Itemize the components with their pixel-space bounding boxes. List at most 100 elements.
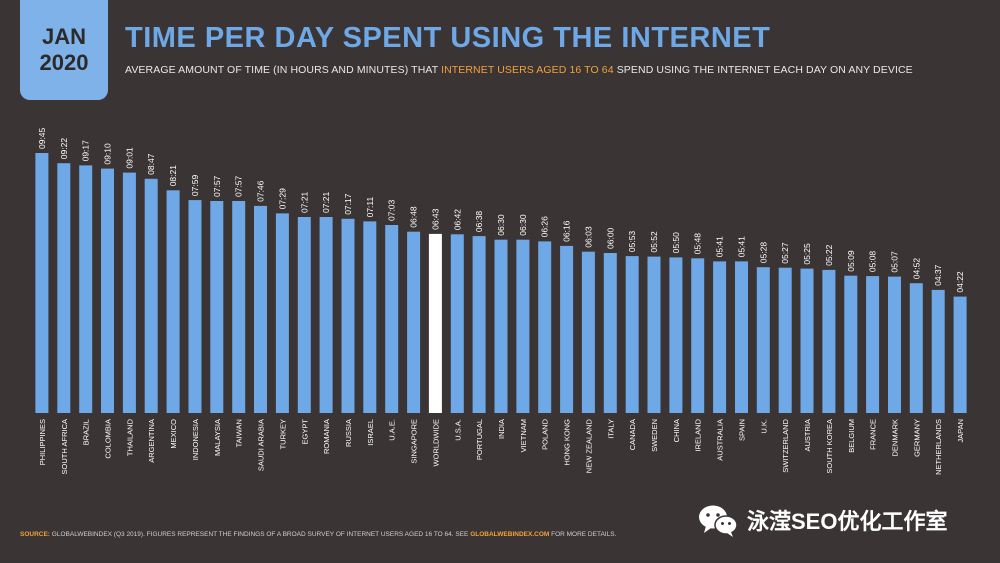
bar-u-k- (756, 267, 770, 413)
watermark: 泳滢SEO优化工作室 (697, 500, 947, 540)
value-label: 05:28 (758, 242, 768, 264)
category-label: FRANCE (869, 419, 878, 450)
value-label: 05:52 (649, 231, 659, 253)
source-text: GLOBALWEBINDEX (Q3 2019). FIGURES REPRES… (49, 531, 471, 538)
category-label: DENMARK (891, 419, 900, 457)
category-label: VIETNAM (519, 419, 528, 452)
value-label: 05:22 (824, 244, 834, 266)
value-label: 05:41 (737, 236, 747, 258)
value-label: 09:10 (103, 143, 113, 165)
category-label: TAIWAN (235, 419, 244, 447)
category-label: PHILIPPINES (38, 419, 47, 465)
bar-taiwan (232, 201, 246, 413)
chart-title: TIME PER DAY SPENT USING THE INTERNET (125, 22, 771, 54)
value-label: 04:52 (911, 258, 921, 280)
category-label: SINGAPORE (410, 419, 419, 464)
category-label: BELGIUM (847, 419, 856, 453)
bar-south-korea (822, 269, 836, 413)
category-label: NETHERLANDS (934, 419, 943, 475)
category-label: CHINA (672, 419, 681, 442)
bar-russia (341, 218, 355, 413)
bar-belgium (844, 275, 858, 413)
bar-turkey (275, 213, 289, 413)
value-label: 04:22 (955, 271, 965, 293)
value-label: 05:08 (868, 251, 878, 273)
category-label: EGYPT (300, 419, 309, 445)
bar-saudi-arabia (254, 205, 267, 413)
value-label: 06:43 (430, 208, 440, 230)
value-label: 07:03 (387, 199, 397, 221)
bar-philippines (35, 153, 49, 413)
category-label: ROMANIA (322, 419, 331, 454)
category-label: INDONESIA (191, 419, 200, 460)
category-label: GERMANY (912, 419, 921, 457)
value-label: 06:42 (452, 209, 462, 231)
value-label: 06:30 (496, 214, 506, 236)
source-end: FOR MORE DETAILS. (549, 531, 617, 538)
bar-portugal (472, 236, 486, 413)
value-label: 05:41 (715, 236, 725, 258)
bar-mexico (166, 190, 180, 413)
source-link[interactable]: GLOBALWEBINDEX.COM (470, 531, 550, 538)
value-label: 05:48 (693, 233, 703, 255)
value-label: 05:27 (780, 242, 790, 264)
category-label: THAILAND (125, 418, 134, 456)
category-label: POLAND (541, 418, 550, 449)
bar-poland (538, 241, 552, 413)
category-label: SPAIN (738, 419, 747, 441)
category-label: AUSTRALIA (716, 419, 725, 461)
bar-china (669, 257, 683, 413)
category-label: COLOMBIA (104, 419, 113, 459)
bar-indonesia (188, 200, 202, 413)
value-label: 07:21 (299, 191, 309, 213)
watermark-text: 泳滢SEO优化工作室 (747, 509, 948, 534)
bar-france (866, 276, 880, 413)
category-label: SOUTH KOREA (825, 419, 834, 474)
value-label: 09:22 (59, 138, 69, 160)
value-label: 07:17 (343, 193, 353, 215)
category-label: ITALY (606, 419, 615, 439)
value-label: 05:53 (627, 231, 637, 253)
category-label: SOUTH AFRICA (60, 419, 69, 474)
category-label: INDIA (497, 419, 506, 439)
value-label: 09:01 (124, 147, 134, 169)
category-label: U.S.A. (453, 419, 462, 441)
bar-australia (713, 261, 727, 413)
bar-new-zealand (581, 251, 595, 413)
wechat-icon (699, 505, 738, 537)
bar-germany (909, 283, 923, 413)
badge-year: 2020 (39, 50, 89, 75)
bar-singapore (407, 231, 421, 413)
bar-u-a-e- (385, 225, 399, 413)
bar-canada (625, 256, 639, 413)
date-badge: JAN 2020 (20, 0, 108, 100)
bar-malaysia (210, 201, 224, 413)
category-label: MALAYSIA (213, 419, 222, 456)
source-label: SOURCE: (20, 531, 50, 538)
value-label: 07:29 (277, 188, 287, 210)
subtitle-post: SPEND USING THE INTERNET EACH DAY ON ANY… (613, 64, 913, 76)
bar-denmark (888, 276, 901, 413)
bar-japan (953, 296, 967, 413)
category-label: PORTUGAL (475, 419, 484, 460)
value-label: 08:21 (168, 165, 178, 187)
value-label: 06:16 (562, 220, 572, 242)
value-label: 06:00 (605, 227, 615, 249)
category-label: IRELAND (694, 418, 703, 451)
value-label: 07:21 (321, 191, 331, 213)
bar-thailand (122, 172, 136, 413)
value-label: 09:17 (81, 140, 91, 162)
source-note: SOURCE: GLOBALWEBINDEX (Q3 2019). FIGURE… (20, 531, 616, 538)
value-label: 07:11 (365, 196, 375, 217)
bar-spain (735, 261, 748, 413)
category-label: SAUDI ARABIA (257, 419, 266, 471)
bar-south-africa (57, 163, 71, 413)
bar-u-s-a- (450, 234, 464, 413)
value-label: 06:26 (540, 216, 550, 238)
badge-month: JAN (41, 24, 86, 49)
category-label: U.K. (759, 419, 768, 434)
value-label: 07:46 (256, 180, 266, 202)
bar-colombia (101, 168, 114, 413)
subtitle-pre: AVERAGE AMOUNT OF TIME (IN HOURS AND MIN… (125, 64, 442, 76)
